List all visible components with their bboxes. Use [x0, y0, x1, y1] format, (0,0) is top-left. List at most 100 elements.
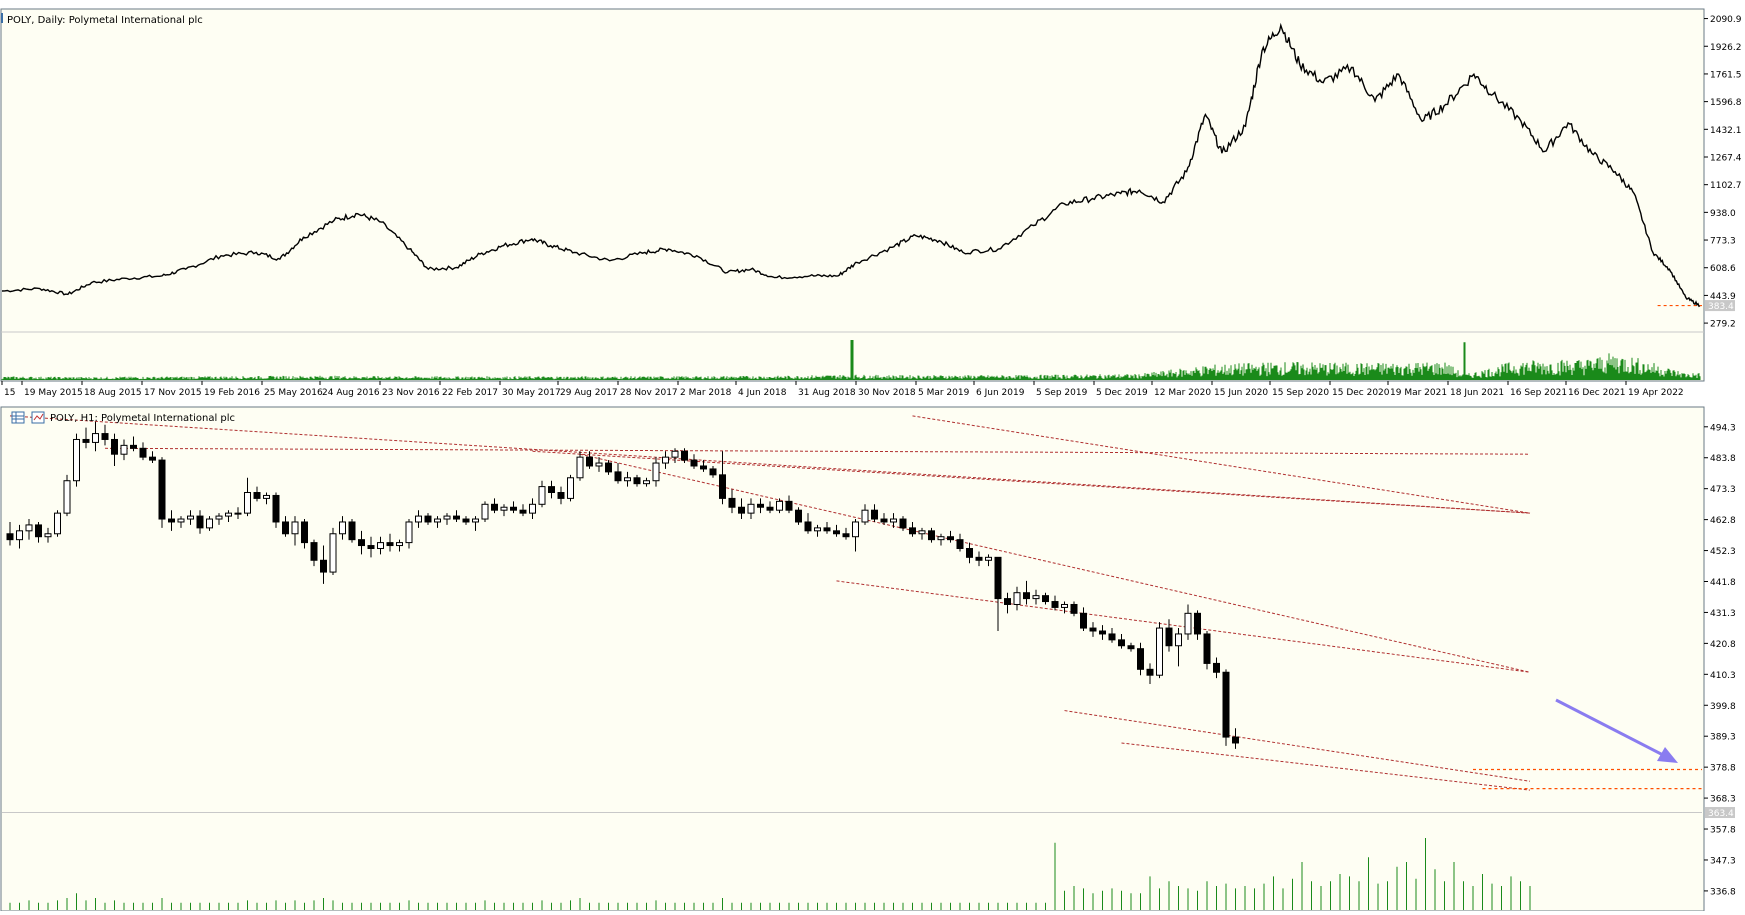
annotation-arrow-shaft[interactable]	[1555, 698, 1666, 758]
h1-candle-body	[975, 556, 983, 561]
daily-price-axis: 2090.9 1926.2 1761.5 1596.8 1432.1 1267.4 1102…	[1704, 15, 1742, 330]
h1-trendline	[104, 447, 1531, 455]
h1-candle-body	[25, 524, 33, 532]
daily-price-tick-label: 773.3	[1710, 237, 1736, 247]
daily-panel[interactable]: 2090.9 1926.2 1761.5 1596.8 1432.1 1267.4 1102…	[0, 8, 1742, 398]
daily-date-tick-label: 15 Dec 2020	[1332, 388, 1390, 398]
daily-date-tick-label: 24 Aug 2016	[322, 388, 380, 398]
daily-date-tick-label: 25 May 2016	[264, 388, 323, 398]
daily-date-tick-label: 19 Feb 2016	[204, 388, 260, 398]
h1-candle-body	[861, 509, 869, 523]
h1-price-tick-label: 410.3	[1710, 671, 1736, 681]
h1-price-tick-label: 336.8	[1710, 887, 1736, 897]
h1-candle-body	[244, 492, 251, 514]
h1-candle-body	[633, 477, 641, 485]
h1-candle-body	[690, 459, 698, 467]
h1-candle-body	[937, 536, 945, 541]
daily-plot-area[interactable]	[0, 8, 1705, 382]
h1-candle-body	[994, 556, 1002, 600]
daily-current-price-tag	[1705, 300, 1735, 312]
h1-candle-body	[462, 518, 470, 523]
h1-candle-body	[291, 521, 299, 535]
h1-candle-body	[272, 494, 280, 523]
h1-candle-body	[681, 450, 688, 461]
h1-candle-body	[1051, 601, 1059, 608]
daily-date-tick-label: 18 Jun 2021	[1450, 388, 1504, 398]
h1-candle-body	[82, 438, 90, 443]
h1-candle-body	[519, 509, 527, 514]
daily-date-tick-label: 31 Aug 2018	[798, 388, 856, 398]
daily-date-axis: 15 19 May 2015 18 Aug 2015 17 Nov 2015 19 Fe…	[1, 381, 1684, 398]
h1-candle-body	[424, 515, 432, 523]
h1-candle-body	[386, 542, 394, 547]
daily-volume-bars	[1, 340, 1701, 380]
h1-candle-body	[481, 503, 489, 520]
h1-candle-body	[538, 486, 546, 505]
h1-candle-body	[918, 530, 926, 535]
h1-candle-body	[671, 450, 679, 458]
daily-price-tick-label: 2090.9	[1710, 15, 1742, 25]
h1-price-tick-label: 441.8	[1710, 578, 1736, 588]
h1-trendline	[579, 453, 1531, 673]
daily-price-tick-label: 1926.2	[1710, 43, 1742, 53]
daily-date-tick-label: 2 Mar 2018	[680, 388, 732, 398]
h1-trendline	[1064, 710, 1531, 782]
h1-candlesticks	[6, 421, 1239, 749]
h1-price-tick-label: 368.3	[1710, 795, 1736, 805]
h1-candle-body	[909, 527, 916, 535]
annotation-arrow-head[interactable]	[1657, 747, 1678, 763]
daily-price-tick-label: 1102.7	[1710, 181, 1742, 191]
h1-candle-body	[54, 512, 61, 535]
h1-trendlines[interactable]	[9, 415, 1702, 791]
h1-candle-body	[1108, 633, 1116, 641]
table-icon[interactable]	[11, 411, 25, 424]
h1-candle-body	[111, 438, 118, 455]
h1-candle-body	[757, 503, 764, 508]
h1-candle-body	[1184, 612, 1192, 635]
h1-candle-body	[1146, 668, 1154, 676]
h1-candle-body	[643, 480, 650, 485]
h1-candle-body	[795, 509, 802, 523]
h1-candle-body	[1127, 645, 1135, 650]
h1-candle-body	[557, 492, 565, 499]
daily-date-tick-label: 19 Apr 2022	[1628, 388, 1684, 398]
h1-candle-body	[823, 527, 831, 532]
h1-panel[interactable]: 494.3 483.8 473.3 462.8 452.3 441.8 431.3 420.8…	[0, 406, 1736, 912]
daily-date-tick-label: 4 Jun 2018	[738, 388, 787, 398]
h1-price-tick-label: 347.3	[1710, 856, 1736, 866]
h1-candle-body	[804, 521, 812, 532]
h1-candle-body	[500, 506, 508, 511]
h1-volume-bars	[9, 838, 1531, 910]
h1-price-tick-label: 473.3	[1710, 485, 1736, 495]
h1-candle-body	[614, 471, 622, 482]
daily-price-tick-label: 1267.4	[1710, 153, 1742, 163]
h1-candle-body	[785, 500, 793, 511]
h1-candle-body	[73, 438, 80, 482]
h1-candle-body	[966, 547, 973, 558]
h1-candle-body	[443, 515, 451, 520]
h1-candle-body	[728, 497, 736, 508]
h1-candle-body	[1099, 630, 1106, 635]
h1-price-tick-label: 431.3	[1710, 609, 1736, 619]
h1-candle-body	[1013, 592, 1021, 605]
daily-date-tick-label: 16 Dec 2021	[1568, 388, 1626, 398]
h1-candle-body	[472, 518, 479, 523]
daily-price-tick-label: 1432.1	[1710, 126, 1742, 136]
h1-candle-body	[367, 545, 375, 549]
h1-candle-body	[1232, 736, 1239, 744]
h1-candle-body	[586, 456, 593, 467]
h1-plot-area[interactable]	[0, 406, 1705, 912]
h1-candle-body	[168, 518, 175, 523]
chart-window-icon[interactable]	[31, 411, 45, 424]
daily-date-tick-label: 19 May 2015	[24, 388, 83, 398]
h1-price-tick-label: 452.3	[1710, 547, 1736, 557]
h1-candle-body	[1156, 627, 1163, 676]
daily-date-tick-label: 5 Dec 2019	[1096, 388, 1148, 398]
h1-candle-body	[719, 474, 726, 499]
daily-date-tick-label: 15 Jun 2020	[1214, 388, 1268, 398]
h1-price-tick-label: 389.3	[1710, 733, 1736, 743]
h1-candle-body	[225, 512, 232, 517]
h1-candle-body	[263, 494, 270, 499]
h1-candle-body	[548, 486, 555, 494]
